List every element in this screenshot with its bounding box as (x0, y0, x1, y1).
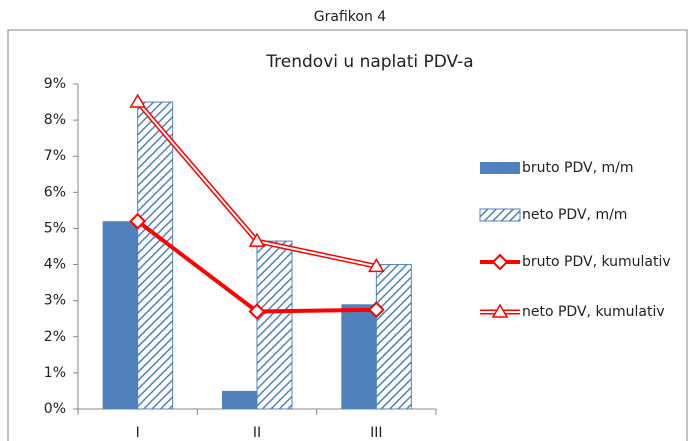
bar (137, 101, 174, 410)
line-marker (129, 212, 147, 230)
legend-swatch (480, 162, 520, 174)
header: Grafikon 4 (314, 9, 386, 25)
y-tick-label: 5% (44, 220, 66, 236)
chart-frame (7, 29, 688, 441)
legend-label: bruto PDV, kumulativ (522, 254, 671, 270)
bar (222, 390, 257, 409)
line-marker (367, 301, 385, 319)
y-tick-label: 0% (44, 401, 66, 417)
y-tick-label: 6% (44, 184, 66, 200)
y-tick-label: 4% (44, 257, 66, 273)
bar (375, 264, 412, 410)
legend-swatch (479, 208, 521, 222)
y-tick-label: 2% (44, 329, 66, 345)
legend-marker (491, 303, 509, 318)
x-tick-label: I (136, 425, 140, 441)
legend-label: neto PDV, m/m (522, 207, 628, 223)
y-tick-label: 1% (44, 365, 66, 381)
line-marker (129, 93, 146, 108)
y-tick-label: 3% (44, 293, 66, 309)
legend-label: neto PDV, kumulativ (522, 304, 665, 320)
bar (256, 240, 293, 410)
legend-marker (491, 253, 509, 271)
legend-label: bruto PDV, m/m (522, 160, 634, 176)
x-tick-label: II (253, 425, 261, 441)
y-tick-label: 7% (44, 148, 66, 164)
bar (341, 304, 377, 409)
chart-title: Trendovi u naplati PDV-a (265, 52, 473, 72)
bar (102, 221, 138, 409)
line-marker (248, 303, 266, 320)
line-marker (248, 232, 266, 247)
line-marker (368, 257, 385, 273)
x-tick-label: III (370, 425, 382, 441)
y-tick-label: 9% (44, 76, 66, 92)
y-tick-label: 8% (44, 112, 66, 128)
